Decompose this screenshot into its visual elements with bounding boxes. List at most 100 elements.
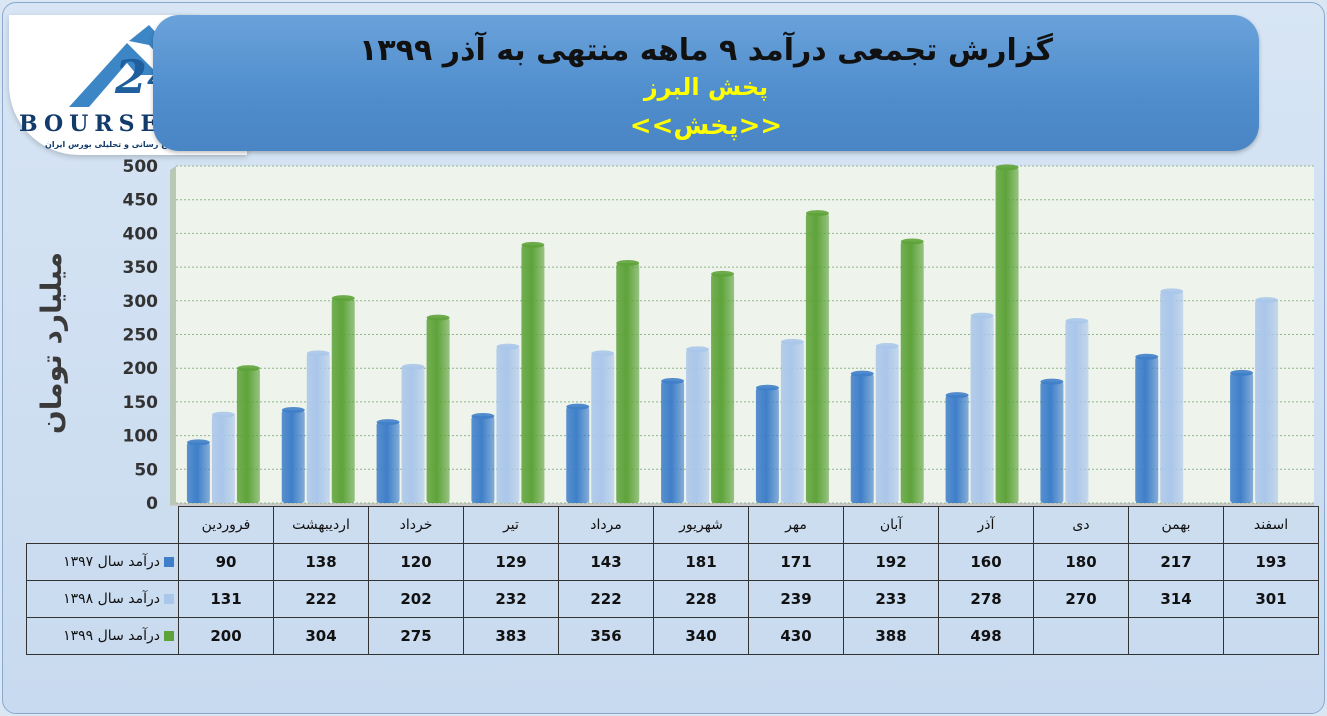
legend-label: درآمد سال ۱۳۹۸ bbox=[63, 591, 160, 607]
bar bbox=[566, 406, 590, 503]
symbol-tag: <<پخش>> bbox=[629, 111, 783, 141]
data-label: 356 bbox=[558, 617, 654, 655]
bar-cap bbox=[591, 350, 615, 357]
category-label: مهر bbox=[748, 506, 844, 544]
category-label: آذر bbox=[938, 506, 1034, 544]
legend-entry: درآمد سال ۱۳۹۸ bbox=[26, 580, 179, 618]
bar-cap bbox=[1040, 378, 1064, 385]
bar-cap bbox=[1065, 318, 1089, 325]
category-label: فروردین bbox=[178, 506, 274, 544]
data-label: 275 bbox=[368, 617, 464, 655]
bar-cap bbox=[1160, 288, 1184, 295]
bar bbox=[1230, 372, 1254, 503]
category-label: بهمن bbox=[1128, 506, 1224, 544]
y-tick-label: 500 bbox=[123, 157, 159, 177]
bar-cap bbox=[900, 238, 924, 245]
y-tick-label: 250 bbox=[123, 326, 159, 346]
category-label: دی bbox=[1033, 506, 1129, 544]
plot-wall bbox=[170, 166, 176, 506]
bar-cap bbox=[376, 419, 400, 426]
data-label: 301 bbox=[1223, 580, 1319, 618]
bar-cap bbox=[686, 346, 710, 353]
bar bbox=[995, 167, 1019, 503]
data-label: 430 bbox=[748, 617, 844, 655]
data-label: 304 bbox=[273, 617, 369, 655]
chart-title: گزارش تجمعی درآمد ۹ ماهه منتهی به آذر ۱۳… bbox=[359, 33, 1053, 68]
data-label: 143 bbox=[558, 543, 654, 581]
company-name: پخش البرز bbox=[643, 73, 769, 101]
data-label: 138 bbox=[273, 543, 369, 581]
legend-entry: درآمد سال ۱۳۹۷ bbox=[26, 543, 179, 581]
bar bbox=[281, 409, 305, 503]
data-label: 90 bbox=[178, 543, 274, 581]
table-corner bbox=[26, 506, 179, 544]
bar bbox=[496, 346, 520, 503]
bar-cap bbox=[995, 164, 1019, 171]
category-label: خرداد bbox=[368, 506, 464, 544]
bar-cap bbox=[236, 365, 260, 372]
y-tick-label: 300 bbox=[123, 292, 159, 312]
category-label: مرداد bbox=[558, 506, 654, 544]
bar-cap bbox=[1230, 369, 1254, 376]
data-label: 228 bbox=[653, 580, 749, 618]
data-label: 192 bbox=[843, 543, 939, 581]
bar bbox=[236, 368, 260, 503]
y-tick-label: 200 bbox=[123, 359, 159, 379]
data-label: 388 bbox=[843, 617, 939, 655]
bar bbox=[686, 349, 710, 503]
table-row: درآمد سال ۱۳۹۹ 200 304 275 383 356 340 430 388 49… bbox=[26, 617, 1319, 655]
data-label: 239 bbox=[748, 580, 844, 618]
bar-cap bbox=[945, 392, 969, 399]
y-tick-label: 100 bbox=[123, 427, 159, 447]
chart-header: گزارش تجمعی درآمد ۹ ماهه منتهی به آذر ۱۳… bbox=[153, 15, 1259, 151]
legend-label: درآمد سال ۱۳۹۹ bbox=[63, 628, 160, 644]
category-label: تیر bbox=[463, 506, 559, 544]
bar bbox=[591, 353, 615, 503]
y-tick-label: 50 bbox=[134, 460, 158, 480]
legend-entry: درآمد سال ۱۳۹۹ bbox=[26, 617, 179, 655]
data-label: 278 bbox=[938, 580, 1034, 618]
bar bbox=[780, 341, 804, 503]
bar bbox=[306, 353, 330, 503]
bar-cap bbox=[755, 384, 779, 391]
bar bbox=[1135, 356, 1159, 503]
bar-cap bbox=[306, 350, 330, 357]
bar bbox=[1040, 381, 1064, 503]
legend-label: درآمد سال ۱۳۹۷ bbox=[63, 554, 160, 570]
bar bbox=[755, 387, 779, 503]
bar-cap bbox=[805, 210, 829, 217]
y-tick-label: 150 bbox=[123, 393, 159, 413]
bar-cap bbox=[1255, 297, 1279, 304]
bar-cap bbox=[211, 411, 235, 418]
bar bbox=[331, 298, 355, 503]
logo-text: BOURSE bbox=[19, 111, 164, 137]
data-label: 129 bbox=[463, 543, 559, 581]
category-label: اردیبهشت bbox=[273, 506, 369, 544]
bar bbox=[661, 381, 685, 503]
bar-cap bbox=[331, 295, 355, 302]
bar-cap bbox=[471, 413, 495, 420]
bar bbox=[970, 315, 994, 503]
data-label: 181 bbox=[653, 543, 749, 581]
table-row: درآمد سال ۱۳۹۸ 131 222 202 232 222 228 239 233 27… bbox=[26, 580, 1319, 618]
data-label: 233 bbox=[843, 580, 939, 618]
bar bbox=[521, 244, 545, 503]
data-label: 314 bbox=[1128, 580, 1224, 618]
bar-cap bbox=[850, 370, 874, 377]
data-label: 222 bbox=[273, 580, 369, 618]
bar-cap bbox=[281, 406, 305, 413]
category-label: شهریور bbox=[653, 506, 749, 544]
y-tick-label: 400 bbox=[123, 224, 159, 244]
legend-swatch bbox=[164, 594, 174, 604]
data-label: 270 bbox=[1033, 580, 1129, 618]
data-label: 180 bbox=[1033, 543, 1129, 581]
plot-floor bbox=[172, 503, 1314, 506]
data-label: 193 bbox=[1223, 543, 1319, 581]
bar bbox=[186, 442, 210, 503]
data-label: 222 bbox=[558, 580, 654, 618]
data-table: فروردین اردیبهشت خرداد تیر مرداد شهریور مهر آبا… bbox=[26, 506, 1319, 655]
data-label: 171 bbox=[748, 543, 844, 581]
data-label: 217 bbox=[1128, 543, 1224, 581]
